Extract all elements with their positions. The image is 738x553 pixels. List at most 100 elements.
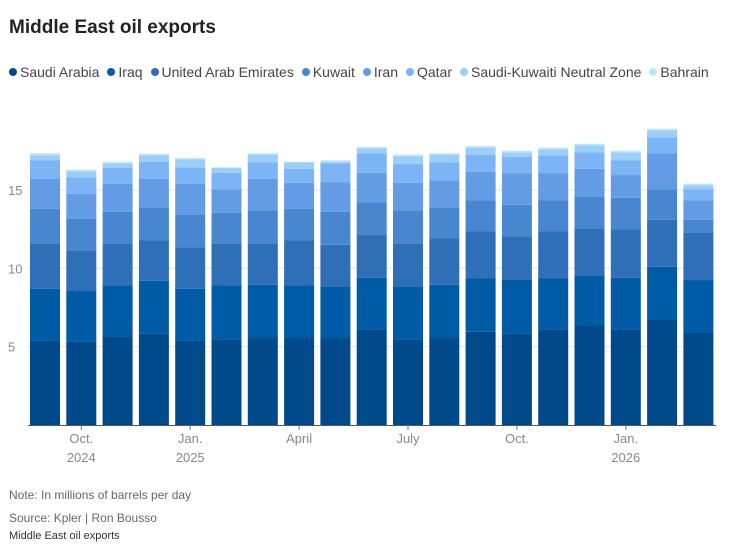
bar-segment — [175, 159, 206, 168]
legend-item: Saudi Arabia — [9, 59, 99, 85]
bar-segment — [211, 168, 242, 173]
bar-segment — [30, 153, 60, 156]
bar-segment — [429, 180, 460, 208]
bar-segment — [66, 250, 97, 292]
bar-segment — [647, 130, 678, 138]
legend-swatch — [107, 68, 116, 76]
bar-segment — [284, 240, 315, 286]
bar-segment — [538, 329, 569, 425]
bar-segment — [102, 285, 133, 337]
bar-segment — [393, 156, 423, 165]
bar-segment — [647, 137, 678, 154]
bar-segment — [284, 285, 315, 339]
bar-segment — [138, 280, 169, 334]
bar-segment — [30, 288, 60, 341]
bar-segment — [465, 171, 496, 201]
legend-swatch — [150, 68, 159, 76]
bar-segment — [683, 232, 714, 281]
bar-segment — [320, 338, 351, 425]
x-tick-label: July — [396, 431, 420, 446]
bar-segment — [610, 197, 641, 230]
bar-segment — [175, 340, 206, 425]
legend-item: Iraq — [107, 59, 143, 85]
bar-segment — [320, 163, 351, 183]
legend-swatch — [649, 68, 658, 76]
bar-segment — [66, 171, 97, 178]
bar-segment — [175, 157, 206, 160]
bar-segment — [211, 339, 242, 425]
legend-item: Saudi-Kuwaiti Neutral Zone — [460, 59, 641, 85]
legend-swatch — [405, 68, 414, 76]
legend-label: United Arab Emirates — [161, 64, 294, 80]
bar-segment — [356, 329, 387, 425]
bar-segment — [102, 336, 133, 425]
bar-segment — [320, 286, 351, 339]
bar-segment — [320, 160, 351, 162]
y-tick-label: 15 — [8, 183, 22, 198]
bar-segment — [175, 215, 206, 248]
bar-segment — [66, 218, 97, 251]
bar-segment — [247, 154, 278, 163]
bar-segment — [501, 204, 532, 237]
bar-segment — [356, 202, 387, 235]
x-tick-label: April — [286, 431, 312, 446]
bar-segment — [356, 172, 387, 203]
bar-segment — [393, 164, 423, 183]
bar-segment — [393, 243, 423, 287]
bar-segment — [647, 266, 678, 321]
bar-segment — [647, 153, 678, 190]
bar-segment — [30, 155, 60, 161]
bar-segment — [211, 285, 242, 340]
bar-segment — [538, 173, 569, 201]
bar-segment — [429, 338, 460, 425]
bar-segment — [356, 153, 387, 173]
legend-label: Qatar — [416, 64, 452, 80]
x-tick-label: Jan. — [178, 431, 203, 446]
note-text: Note: In millions of barrels per day — [9, 488, 192, 502]
bar-segment — [102, 244, 133, 286]
bar-segment — [356, 148, 387, 154]
legend-item: Iran — [362, 59, 398, 85]
bar-segment — [538, 155, 569, 174]
bar-segment — [247, 210, 278, 244]
bar-segment — [647, 189, 678, 220]
bar-segment — [647, 128, 678, 131]
bar-segment — [211, 243, 242, 286]
legend-item: Kuwait — [301, 59, 355, 85]
bar-segment — [501, 157, 532, 174]
bar-segment — [538, 231, 569, 279]
bar-segment — [465, 278, 496, 332]
bar-segment — [610, 277, 641, 330]
y-tick-label: 10 — [8, 261, 22, 276]
bar-segment — [647, 219, 678, 267]
bar-segment — [102, 168, 133, 184]
bar-segment — [66, 169, 97, 172]
chart-title: Middle East oil exports — [9, 17, 216, 38]
bar-segment — [247, 153, 278, 155]
bar-segment — [538, 200, 569, 232]
legend-label: Iraq — [118, 64, 143, 80]
legend-swatch — [460, 68, 468, 76]
bar-segment — [501, 236, 532, 280]
bar-segment — [102, 163, 133, 169]
bar-segment — [175, 167, 206, 184]
bar-segment — [647, 320, 678, 425]
bar-segment — [574, 143, 605, 146]
bar-segment — [138, 333, 169, 425]
bar-segment — [247, 178, 278, 211]
bar-segment — [102, 161, 133, 164]
bar-segment — [610, 152, 641, 161]
bar-segment — [320, 161, 351, 164]
bar-segment — [465, 154, 496, 172]
bar-segment — [429, 238, 460, 285]
bar-segment — [66, 341, 97, 425]
legend-item: United Arab Emirates — [150, 59, 294, 85]
bar-segment — [429, 207, 460, 239]
bar-segment — [610, 175, 641, 198]
bar-segment — [393, 210, 423, 244]
bar-segment — [175, 247, 206, 289]
bar-segment — [138, 153, 169, 156]
x-tick-label: Oct. — [69, 431, 93, 446]
x-tick-year: 2026 — [611, 450, 640, 465]
